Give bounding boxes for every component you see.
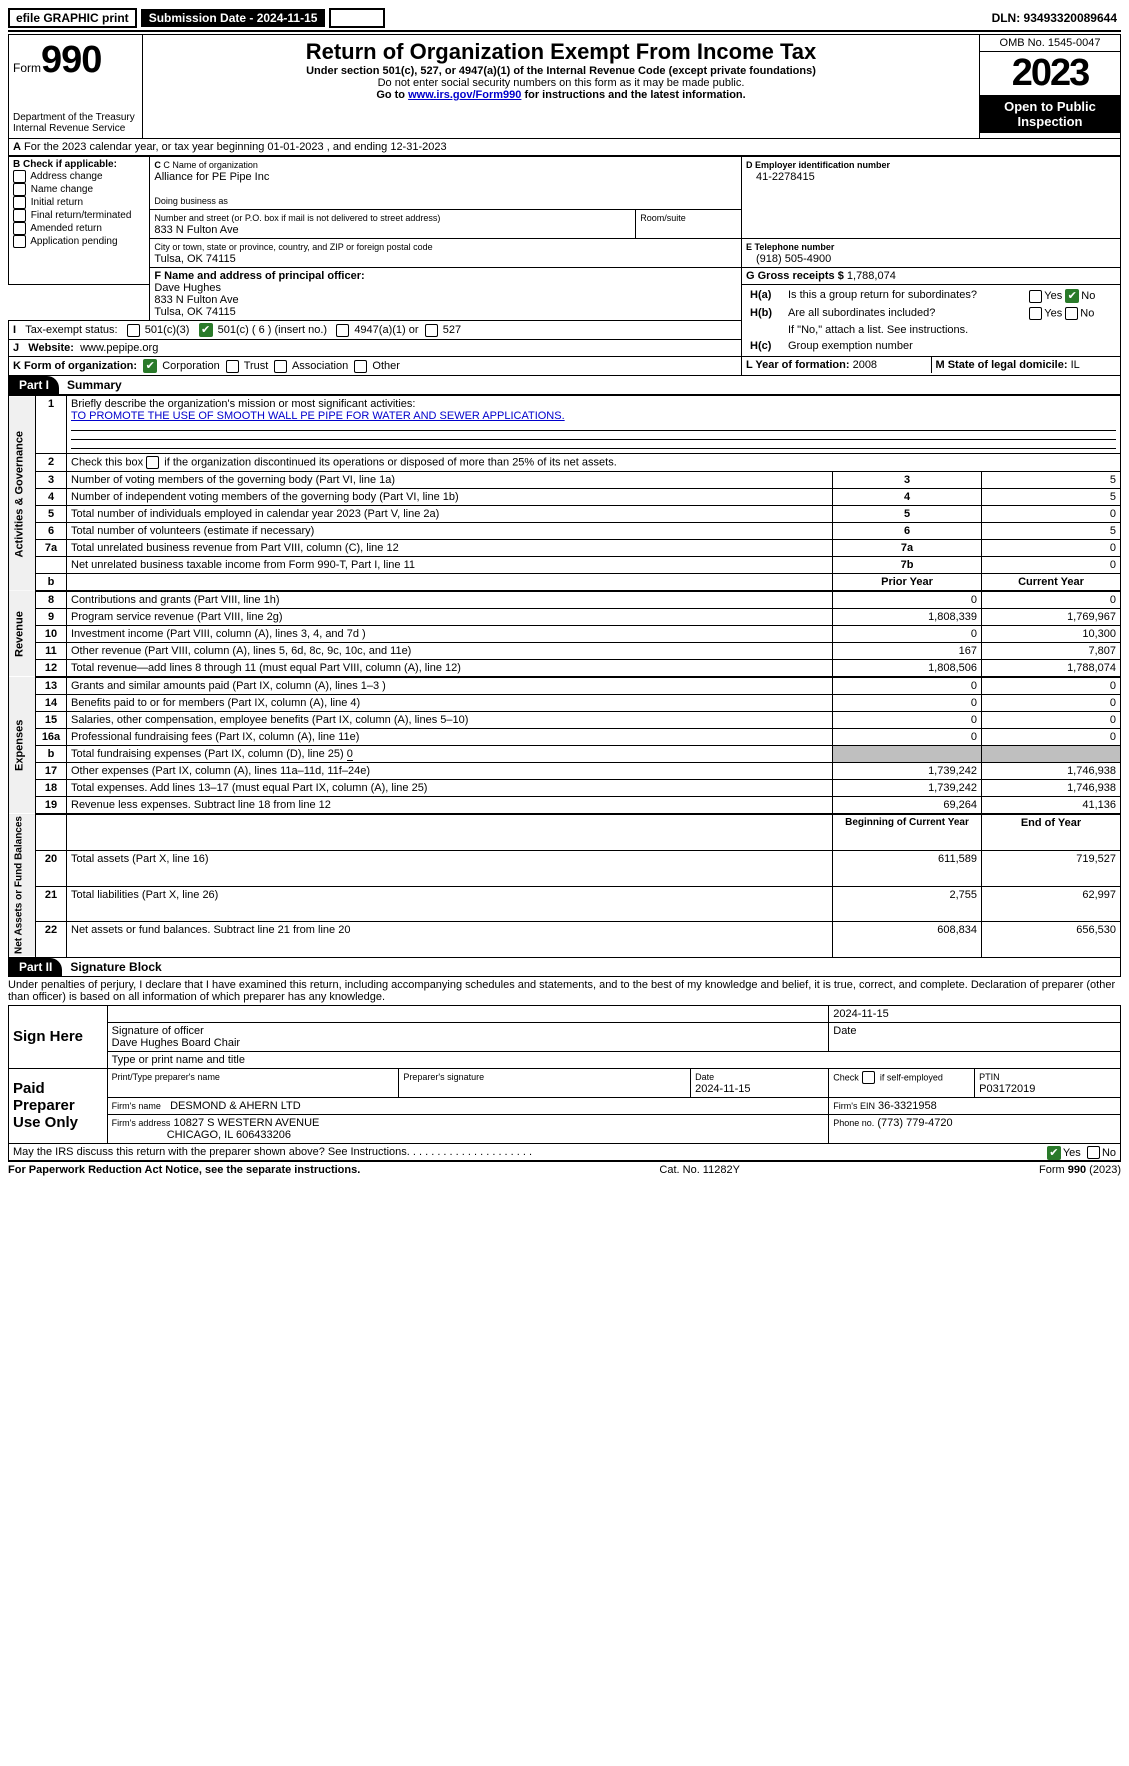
line-a: A For the 2023 calendar year, or tax yea…	[8, 139, 1121, 156]
entity-block: B Check if applicable: Address change Na…	[8, 156, 1121, 376]
vlabel-governance: Activities & Governance	[9, 396, 36, 592]
box-b: B Check if applicable: Address change Na…	[9, 157, 150, 285]
check-icon: ✔	[199, 323, 213, 337]
gov-row: 3Number of voting members of the governi…	[9, 472, 1121, 489]
checkbox-icon[interactable]	[13, 196, 26, 209]
paid-preparer: Paid Preparer Use Only	[9, 1068, 108, 1143]
mission-text: TO PROMOTE THE USE OF SMOOTH WALL PE PIP…	[71, 410, 565, 422]
omb-number: OMB No. 1545-0047	[980, 35, 1120, 52]
checkbox-icon[interactable]	[13, 170, 26, 183]
blank-button	[329, 8, 385, 28]
check-icon: ✔	[1047, 1146, 1061, 1160]
exp-row: 18Total expenses. Add lines 13–17 (must …	[9, 780, 1121, 797]
vlabel-net-assets: Net Assets or Fund Balances	[9, 814, 36, 957]
line-k: K Form of organization: ✔ Corporation Tr…	[9, 357, 742, 376]
part2-header: Part II Signature Block	[8, 958, 1121, 977]
checkbox-icon[interactable]	[1087, 1146, 1100, 1159]
checkbox-icon[interactable]	[425, 324, 438, 337]
form-label: Form	[13, 61, 41, 75]
goto-line: Go to www.irs.gov/Form990 for instructio…	[147, 89, 975, 101]
box-b-spacer	[9, 285, 150, 321]
checkbox-icon[interactable]	[862, 1071, 875, 1084]
dln: DLN: 93493320089644	[992, 11, 1117, 25]
checkbox-icon[interactable]	[146, 456, 159, 469]
checkbox-icon[interactable]	[13, 222, 26, 235]
net-row: 20Total assets (Part X, line 16)611,5897…	[9, 851, 1121, 886]
signature-block: Sign Here 2024-11-15 Signature of office…	[8, 1005, 1121, 1144]
checkbox-icon[interactable]	[127, 324, 140, 337]
gov-row: Net unrelated business taxable income fr…	[9, 557, 1121, 574]
top-bar: efile GRAPHIC print Submission Date - 20…	[8, 8, 1121, 32]
perjury-declaration: Under penalties of perjury, I declare th…	[8, 977, 1121, 1005]
ssn-warning: Do not enter social security numbers on …	[147, 77, 975, 89]
check-icon: ✔	[143, 359, 157, 373]
summary-table: Activities & Governance 1 Briefly descri…	[8, 395, 1121, 958]
vlabel-expenses: Expenses	[9, 677, 36, 814]
form-title: Return of Organization Exempt From Incom…	[147, 39, 975, 65]
box-d: D Employer identification number 41-2278…	[742, 157, 1121, 239]
efile-button[interactable]: efile GRAPHIC print	[8, 8, 137, 28]
tax-year: 2023	[980, 52, 1120, 95]
box-c-city: City or town, state or province, country…	[150, 239, 742, 268]
checkbox-icon[interactable]	[226, 360, 239, 373]
checkbox-icon[interactable]	[1029, 307, 1042, 320]
form-header: Form990 Department of the Treasury Inter…	[8, 34, 1121, 139]
exp-row: 16aProfessional fundraising fees (Part I…	[9, 729, 1121, 746]
dept-treasury: Department of the Treasury Internal Reve…	[13, 112, 138, 134]
open-inspection: Open to PublicInspection	[980, 95, 1120, 133]
room-suite: Room/suite	[636, 210, 742, 239]
vlabel-revenue: Revenue	[9, 591, 36, 677]
gov-row: 7aTotal unrelated business revenue from …	[9, 540, 1121, 557]
rev-row: 12Total revenue—add lines 8 through 11 (…	[9, 660, 1121, 678]
submission-date: Submission Date - 2024-11-15	[141, 9, 326, 27]
page-footer: For Paperwork Reduction Act Notice, see …	[8, 1164, 1121, 1176]
box-c-addr: Number and street (or P.O. box if mail i…	[150, 210, 636, 239]
irs-link[interactable]: www.irs.gov/Form990	[408, 89, 521, 101]
checkbox-icon[interactable]	[13, 209, 26, 222]
rev-row: 11Other revenue (Part VIII, column (A), …	[9, 643, 1121, 660]
rev-row: 10Investment income (Part VIII, column (…	[9, 626, 1121, 643]
checkbox-icon[interactable]	[274, 360, 287, 373]
checkbox-icon[interactable]	[1029, 290, 1042, 303]
tax-exempt-status: I Tax-exempt status: 501(c)(3) ✔ 501(c) …	[9, 321, 742, 340]
box-c-name: C C Name of organization Alliance for PE…	[150, 157, 742, 210]
rev-row: 9Program service revenue (Part VIII, lin…	[9, 609, 1121, 626]
exp-row: 14Benefits paid to or for members (Part …	[9, 695, 1121, 712]
exp-row: 19Revenue less expenses. Subtract line 1…	[9, 797, 1121, 815]
checkbox-icon[interactable]	[1065, 307, 1078, 320]
gov-row: 5Total number of individuals employed in…	[9, 506, 1121, 523]
exp-row: 17Other expenses (Part IX, column (A), l…	[9, 763, 1121, 780]
website-row: J Website: www.pepipe.org	[9, 340, 742, 357]
checkbox-icon[interactable]	[354, 360, 367, 373]
line-l-m: L Year of formation: 2008 M State of leg…	[742, 357, 1121, 376]
box-f: F Name and address of principal officer:…	[150, 268, 742, 321]
net-row: 22Net assets or fund balances. Subtract …	[9, 922, 1121, 958]
discuss-row: May the IRS discuss this return with the…	[8, 1144, 1121, 1162]
checkbox-icon[interactable]	[13, 235, 26, 248]
part1-header: Part I Summary	[8, 376, 1121, 395]
box-e: E Telephone number (918) 505-4900	[742, 239, 1121, 268]
form-number: 990	[41, 39, 101, 81]
check-icon: ✔	[1065, 289, 1079, 303]
box-h: H(a)Is this a group return for subordina…	[742, 285, 1121, 357]
checkbox-icon[interactable]	[13, 183, 26, 196]
box-g: G Gross receipts $ 1,788,074	[742, 268, 1121, 285]
sign-here: Sign Here	[9, 1005, 108, 1068]
form-subtitle: Under section 501(c), 527, or 4947(a)(1)…	[147, 65, 975, 77]
checkbox-icon[interactable]	[336, 324, 349, 337]
exp-row: bTotal fundraising expenses (Part IX, co…	[9, 746, 1121, 763]
gov-row: 6Total number of volunteers (estimate if…	[9, 523, 1121, 540]
net-row: 21Total liabilities (Part X, line 26)2,7…	[9, 886, 1121, 921]
gov-row: 4Number of independent voting members of…	[9, 489, 1121, 506]
exp-row: 15Salaries, other compensation, employee…	[9, 712, 1121, 729]
